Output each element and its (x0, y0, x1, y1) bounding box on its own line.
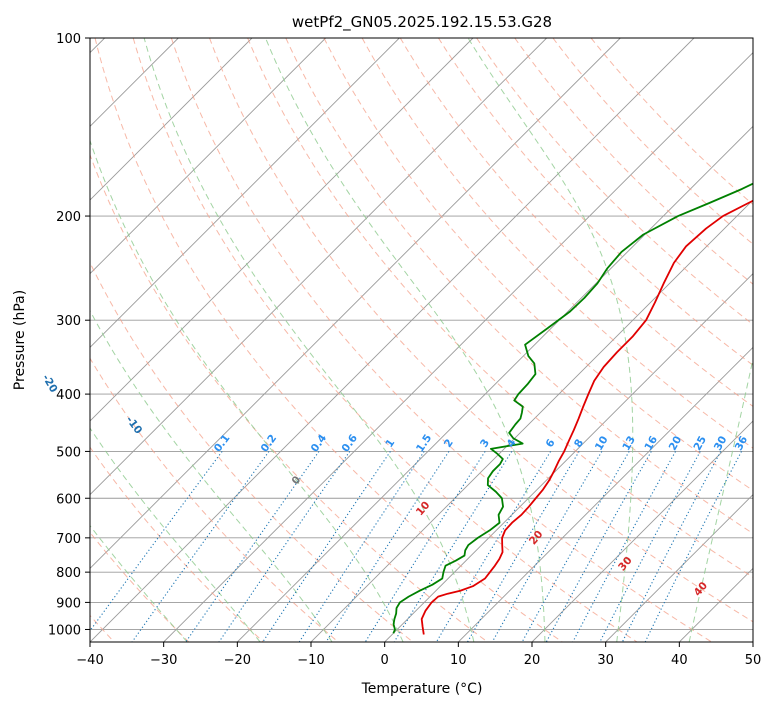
moist-adiabat-line (265, 38, 546, 642)
dry-adiabat-line (361, 38, 753, 449)
isotherm-line (90, 38, 474, 422)
mixing-ratio-line (621, 451, 722, 642)
isotherm-line (90, 38, 326, 275)
mixing-ratio-line (521, 451, 630, 642)
moist-adiabat-line (90, 524, 188, 642)
dewpoint-profile-line (392, 182, 753, 634)
y-tick-label: 800 (56, 566, 81, 581)
moist-adiabat-line (90, 309, 333, 642)
y-tick-label: 1000 (48, 623, 81, 638)
y-tick-label: 700 (56, 532, 81, 547)
isotherm-line (237, 125, 753, 642)
moist-adiabat-line (688, 356, 753, 642)
dry-adiabat-line (209, 38, 753, 623)
isotherm-line (384, 273, 753, 642)
x-tick-label: −40 (76, 653, 103, 668)
dry-adiabat-line (285, 38, 753, 535)
moist-adiabat-line (90, 139, 404, 642)
y-tick-label: 100 (56, 32, 81, 47)
background-lines (90, 38, 753, 642)
dry-adiabat-line (90, 261, 414, 642)
mixing-ratio-line (545, 451, 652, 642)
x-tick-label: −20 (224, 653, 251, 668)
isotherm-line (605, 494, 753, 642)
y-tick-label: 900 (56, 596, 81, 611)
axis-ticks: −40 −30 −20 −10 0 10 20 30 40 50 100 200 300 400 500 60… (48, 32, 761, 668)
isotherm-line (163, 52, 753, 642)
dry-adiabat-line (438, 38, 753, 366)
isotherm-line (90, 38, 400, 348)
mixing-ratio-line (491, 451, 603, 642)
plot-frame (89, 37, 754, 643)
dry-adiabat-line (132, 38, 638, 642)
y-tick-label: 400 (56, 388, 81, 403)
dry-adiabat-line (170, 38, 712, 642)
dry-adiabat-line (90, 357, 339, 642)
x-tick-label: −30 (150, 653, 177, 668)
isotherm-line (90, 38, 621, 569)
x-tick-label: 40 (671, 653, 688, 668)
moist-adiabat-line (467, 38, 634, 642)
dry-adiabat-line (552, 38, 753, 245)
dry-adiabat-line (323, 38, 753, 492)
data-series (392, 182, 753, 635)
y-tick-label: 200 (56, 210, 81, 225)
x-tick-label: 50 (745, 653, 762, 668)
dry-adiabat-line (399, 38, 753, 408)
mixing-ratio-line (599, 451, 701, 642)
x-tick-label: 0 (381, 653, 389, 668)
moist-adiabat-line (143, 38, 475, 642)
mixing-ratio-line (364, 451, 486, 642)
isotherm-line (90, 38, 253, 201)
dry-adiabat-line (94, 38, 563, 642)
dry-adiabat-line (247, 38, 753, 578)
mixing-ratio-line (218, 451, 351, 642)
x-tick-label: 10 (450, 653, 467, 668)
x-axis-title: Temperature (°C) (361, 681, 483, 697)
y-tick-label: 600 (56, 492, 81, 507)
y-axis-title: Pressure (hPa) (12, 290, 28, 390)
isotherm-line (90, 38, 547, 496)
isotherm-line (531, 420, 753, 642)
dry-adiabat-line (590, 38, 753, 206)
mixing-ratio-line (262, 451, 391, 642)
chart-title: wetPf2_GN05.2025.192.15.53.G28 (292, 13, 552, 32)
dry-adiabat-line (90, 446, 264, 642)
x-tick-label: 20 (524, 653, 541, 668)
y-tick-label: 300 (56, 314, 81, 329)
temperature-profile-line (420, 199, 753, 635)
moist-adiabat-line (90, 427, 261, 642)
isotherm-line (458, 346, 753, 642)
mixing-ratio-line (572, 451, 677, 642)
y-tick-label: 500 (56, 445, 81, 460)
mixing-ratio-line (393, 451, 513, 642)
isotherm-line (90, 38, 695, 642)
mixing-ratio-line (467, 451, 580, 642)
x-tick-label: −10 (297, 653, 324, 668)
x-tick-label: 30 (597, 653, 614, 668)
